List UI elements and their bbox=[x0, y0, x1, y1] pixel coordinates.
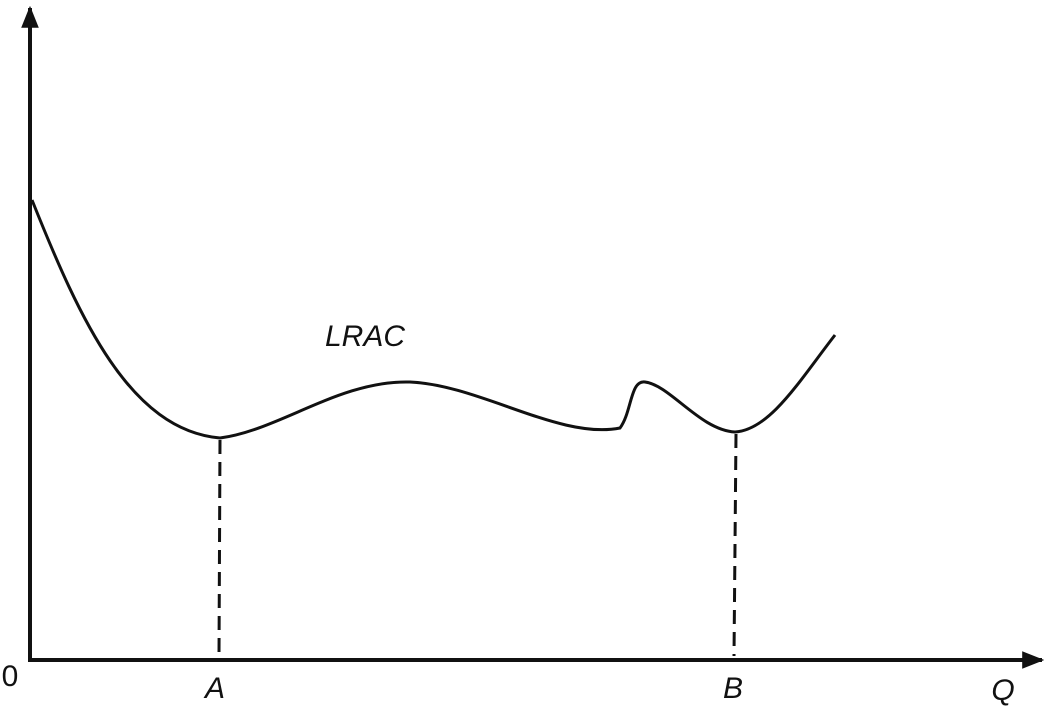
point-a-label: A bbox=[203, 672, 225, 705]
x-axis-label: Q bbox=[991, 674, 1014, 707]
origin-label: 0 bbox=[2, 660, 19, 693]
drop-line-a bbox=[217, 439, 222, 657]
lrac-curve bbox=[30, 199, 837, 440]
point-b-label: B bbox=[723, 672, 743, 705]
curve-label: LRAC bbox=[325, 320, 405, 353]
drop-line-b bbox=[732, 433, 738, 657]
